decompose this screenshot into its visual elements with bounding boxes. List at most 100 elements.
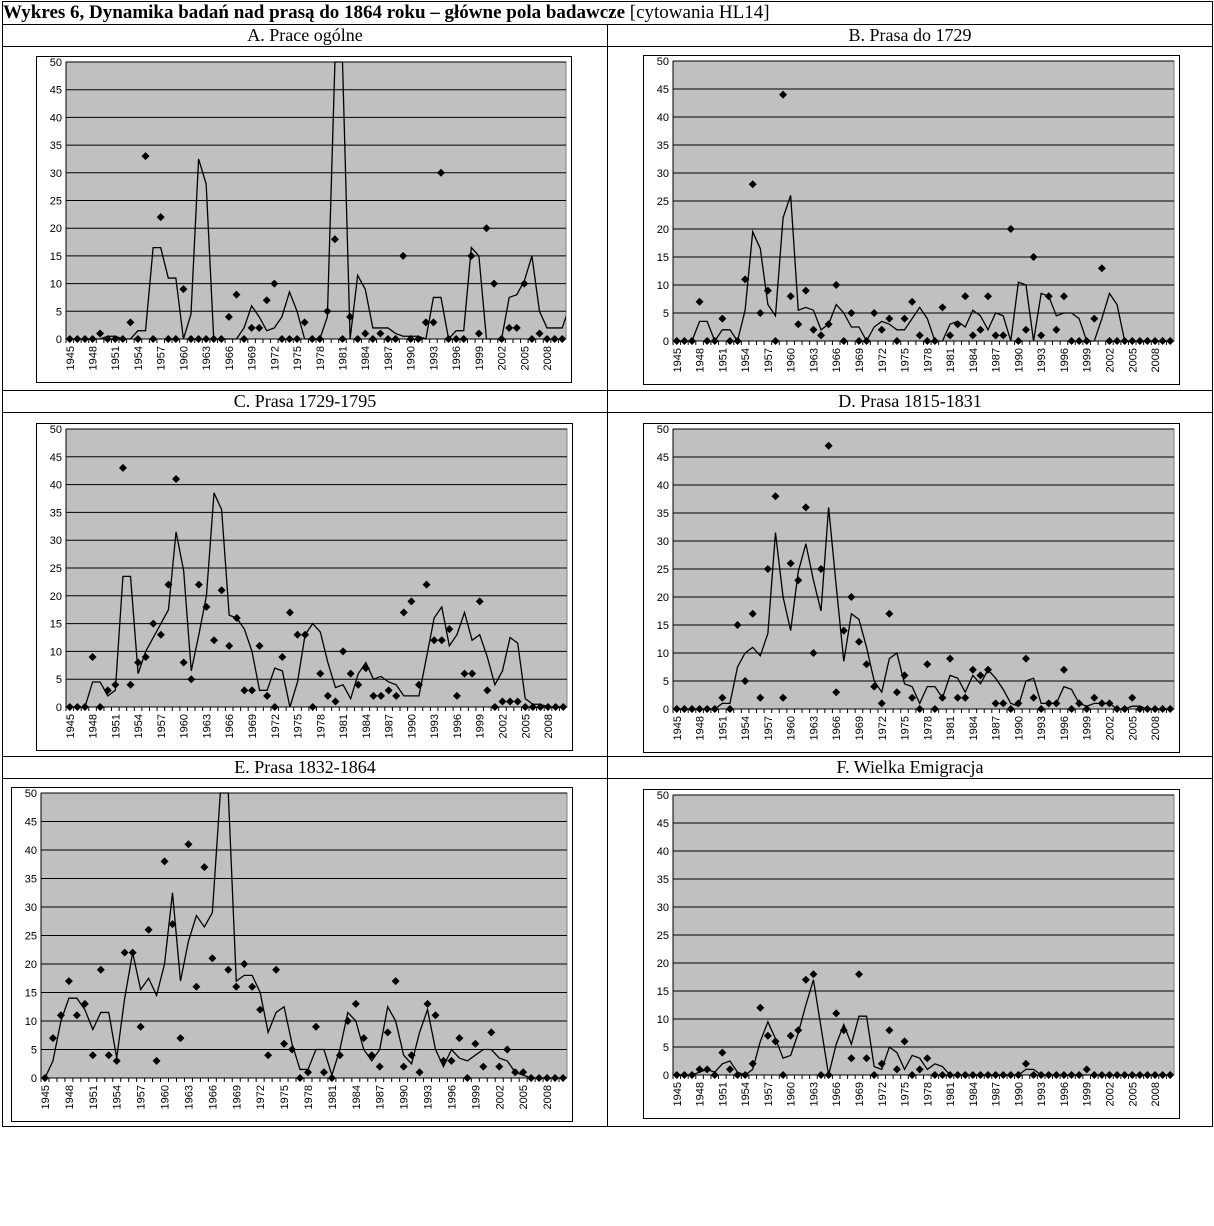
chart-d: 0 5 10 15 20 25 30 35 40 45 50 1945 1948 1951 1954 1957… (643, 423, 1180, 753)
data-point-marker (976, 325, 985, 334)
data-point-marker (1090, 693, 1099, 702)
data-point-marker (521, 703, 530, 711)
x-tick-label: 2005 (520, 714, 532, 738)
y-tick-label: 40 (50, 112, 62, 124)
x-tick-label: 1999 (474, 346, 486, 370)
data-point-marker (999, 699, 1008, 708)
data-point-marker (88, 652, 97, 661)
x-tick-label: 1960 (786, 348, 798, 372)
data-point-marker (771, 337, 780, 345)
x-tick-label: 1963 (808, 716, 820, 740)
x-tick-label: 1957 (763, 1082, 775, 1106)
data-point-marker (976, 671, 985, 680)
data-point-marker (938, 1071, 947, 1079)
data-point-marker (1052, 325, 1061, 334)
data-point-marker (104, 1051, 113, 1060)
x-tick-label: 1972 (877, 1082, 889, 1106)
data-point-marker (786, 559, 795, 568)
y-tick-label: 25 (657, 564, 669, 576)
data-point-marker (1128, 693, 1137, 702)
data-point-marker (384, 686, 393, 695)
data-point-marker (1006, 225, 1015, 233)
data-point-marker (900, 1037, 909, 1046)
data-point-marker (96, 703, 105, 711)
data-point-marker (171, 335, 180, 343)
figure-table: Wykres 6, Dynamika badań nad prasą do 18… (1, 1, 1214, 1127)
data-point-marker (308, 703, 317, 711)
data-point-marker (839, 337, 848, 345)
trend-line (44, 792, 564, 1079)
x-tick-label: 1957 (763, 716, 775, 740)
chart-b: 0 5 10 15 20 25 30 35 40 45 50 1945 1948 1951 1954 1957… (643, 55, 1180, 385)
data-point-marker (984, 292, 993, 301)
data-point-marker (832, 281, 841, 289)
x-tick-label: 1969 (854, 1082, 866, 1106)
x-tick-label: 1996 (452, 714, 464, 738)
data-point-marker (452, 691, 461, 700)
data-point-marker (885, 1026, 894, 1035)
data-point-marker (300, 318, 309, 327)
x-tick-label: 1951 (110, 346, 122, 370)
data-point-marker (208, 954, 217, 963)
y-tick-label: 50 (50, 424, 62, 436)
chart-a: 0 5 10 15 20 25 30 35 40 45 50 1945 1948 1951 1954 1957… (36, 56, 572, 383)
data-point-marker (187, 675, 196, 684)
x-tick-label: 1966 (207, 1085, 219, 1109)
data-point-marker (270, 703, 279, 711)
data-point-marker (771, 492, 780, 501)
data-point-marker (319, 1068, 328, 1077)
data-point-marker (391, 335, 400, 343)
y-tick-label: 15 (25, 988, 37, 1000)
panel-cell-b: 0 5 10 15 20 25 30 35 40 45 50 1945 1948 1951 1954 1957… (606, 46, 1214, 391)
y-tick-label: 35 (50, 140, 62, 152)
data-point-marker (134, 658, 143, 667)
data-point-marker (232, 982, 241, 991)
data-point-marker (779, 693, 788, 702)
y-tick-label: 40 (50, 480, 62, 492)
x-tick-label: 1981 (945, 1082, 957, 1106)
x-tick-label: 1972 (269, 346, 281, 370)
y-tick-label: 5 (56, 674, 62, 686)
y-tick-label: 10 (657, 280, 669, 292)
data-point-marker (885, 609, 894, 618)
y-tick-label: 35 (657, 508, 669, 520)
x-tick-label: 1972 (255, 1085, 267, 1109)
y-tick-label: 30 (657, 168, 669, 180)
y-tick-label: 15 (657, 252, 669, 264)
panel-cell-c: 0 5 10 15 20 25 30 35 40 45 50 1945 1948 1951 1954 1957… (2, 412, 608, 757)
data-point-marker (80, 999, 89, 1008)
data-point-marker (938, 303, 947, 312)
data-point-marker (361, 329, 370, 338)
data-point-marker (447, 1056, 456, 1065)
x-tick-label: 2008 (1150, 348, 1162, 372)
data-point-marker (809, 970, 818, 979)
y-tick-label: 35 (657, 874, 669, 886)
x-tick-label: 1960 (786, 716, 798, 740)
data-point-marker (854, 637, 863, 646)
x-tick-label: 1960 (160, 1085, 172, 1109)
data-point-marker (748, 180, 757, 189)
y-tick-label: 0 (663, 704, 669, 716)
y-tick-label: 5 (663, 308, 669, 320)
data-point-marker (862, 1054, 871, 1063)
y-tick-label: 25 (657, 196, 669, 208)
y-tick-label: 45 (50, 85, 62, 97)
x-tick-label: 1948 (88, 346, 100, 370)
data-point-marker (179, 658, 188, 667)
x-tick-label: 1957 (136, 1085, 148, 1109)
x-tick-label: 1972 (877, 716, 889, 740)
data-point-marker (870, 309, 879, 317)
x-tick-label: 1984 (968, 1082, 980, 1106)
data-point-marker (1059, 665, 1068, 674)
figure-heading: Wykres 6, Dynamika badań nad prasą do 18… (1, 1, 1214, 25)
x-tick-label: 1945 (672, 348, 684, 372)
data-point-marker (558, 335, 567, 343)
y-tick-label: 35 (657, 140, 669, 152)
trend-line (69, 492, 564, 708)
x-tick-label: 1981 (945, 716, 957, 740)
data-point-marker (264, 1051, 273, 1060)
data-point-marker (854, 337, 863, 345)
data-point-marker (703, 337, 712, 345)
data-point-marker (908, 693, 917, 702)
data-point-marker (1059, 292, 1068, 301)
